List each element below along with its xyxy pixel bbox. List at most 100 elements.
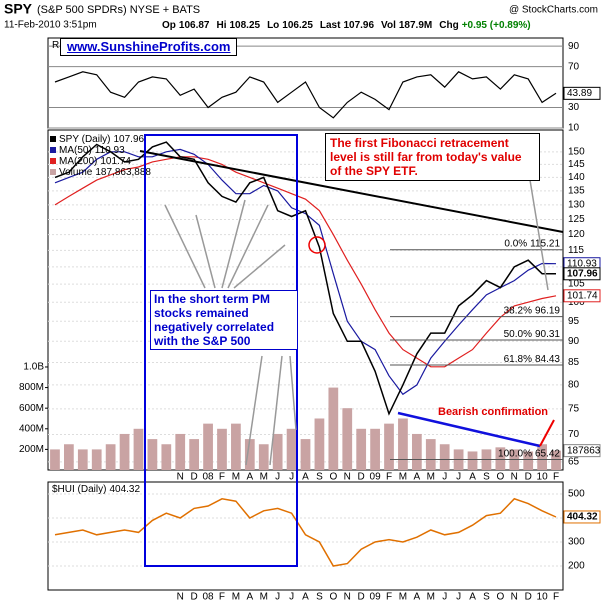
x-tick-label: 10 — [537, 592, 549, 602]
x-tick-label: M — [260, 592, 268, 602]
legend-swatch — [50, 158, 56, 164]
x-tick-label: N — [177, 592, 184, 602]
x-tick-label: J — [289, 592, 294, 602]
correlation-note: In the short term PM stocks remained neg… — [150, 290, 298, 350]
y-tick-label: 140 — [568, 172, 585, 183]
fib-label: 38.2% 96.19 — [504, 305, 561, 316]
quote-label: Last — [320, 20, 341, 31]
y-tick-label: 30 — [568, 102, 580, 113]
volume-bar — [523, 451, 534, 470]
quote-value: 107.96 — [343, 20, 374, 31]
y-tick-label: 10 — [568, 123, 580, 134]
fib-level: 50.0% — [504, 329, 532, 340]
bearish-line — [397, 411, 541, 448]
x-tick-label: N — [511, 592, 518, 602]
x-tick-label: F — [553, 472, 559, 483]
y2-tick-label: 200M — [19, 444, 44, 455]
volume-bar — [77, 449, 88, 470]
volume-bar — [398, 418, 408, 470]
volume-bar — [175, 433, 186, 470]
volume-bar — [300, 439, 311, 470]
title-value: 404.32 — [109, 484, 140, 495]
x-tick-label: D — [191, 592, 198, 602]
last-value-label: 107.96 — [567, 268, 598, 279]
legend-entry: MA(50) 110.93 — [59, 145, 125, 156]
last-value-box — [563, 510, 601, 524]
x-tick-label: 10 — [537, 472, 549, 483]
fib-note: The first Fibonacci retracement level is… — [325, 133, 540, 181]
last-value-box — [563, 289, 601, 303]
legend-name: MA(200) — [59, 156, 97, 167]
volume-bar — [551, 450, 561, 470]
annotations — [139, 134, 564, 567]
y-tick-label: 145 — [568, 159, 585, 170]
volume-bar — [203, 423, 213, 470]
legend-entry: Volume 187,863,888 — [59, 167, 151, 178]
x-tick-label: F — [553, 592, 559, 602]
x-tick-label: M — [427, 472, 435, 483]
y-tick-label: 95 — [568, 316, 580, 327]
y2-tick-label: 1.0B — [23, 362, 44, 373]
volume-bar — [286, 428, 297, 470]
x-tick-label: M — [399, 472, 407, 483]
quote-value: 106.25 — [282, 20, 313, 31]
symbol: SPY — [4, 1, 33, 17]
volume-bar — [439, 444, 450, 470]
legend-swatch — [50, 136, 56, 142]
x-tick-label: D — [191, 472, 198, 483]
source: @ StockCharts.com — [509, 5, 598, 16]
watermark: www.SunshineProfits.com — [60, 38, 238, 56]
y-tick-label: 80 — [568, 380, 580, 391]
volume-bar — [91, 449, 102, 470]
volume-bar — [342, 408, 353, 470]
x-tick-label: S — [316, 592, 323, 602]
quote-value: 187.9M — [399, 20, 432, 31]
legend-name: SPY (Daily) — [59, 134, 111, 145]
x-tick-label: N — [511, 472, 518, 483]
x-tick-label: F — [386, 592, 392, 602]
fib-label: 0.0% 115.21 — [504, 238, 560, 249]
series-line — [54, 156, 557, 368]
legend-name: MA(50) — [59, 145, 92, 156]
x-tick-label: S — [316, 472, 323, 483]
x-tick-label: D — [525, 472, 532, 483]
y2-tick-label: 800M — [19, 382, 44, 393]
trend-line — [139, 150, 564, 233]
y-tick-label: 135 — [568, 186, 585, 197]
legend-swatch — [50, 147, 56, 153]
x-tick-label: N — [344, 592, 351, 602]
y-tick-label: 150 — [568, 146, 585, 157]
highlight-circle — [308, 236, 326, 254]
y-tick-label: 70 — [568, 61, 580, 72]
series-line — [54, 148, 557, 396]
last-value-label: 110.93 — [567, 258, 597, 269]
y-tick-label: 100 — [568, 297, 585, 308]
x-tick-label: F — [219, 592, 225, 602]
volume-bar — [467, 451, 478, 470]
quote-label: Lo — [267, 20, 279, 31]
plot-layer: 10307090RSI(14)43.8943.89657075808590951… — [19, 37, 601, 602]
x-tick-label: N — [177, 472, 184, 483]
legend-entry: MA(200) 101.74 — [59, 156, 131, 167]
x-tick-label: A — [246, 592, 253, 602]
y-tick-label: 105 — [568, 279, 585, 290]
legend-value: 187,863,888 — [95, 167, 151, 178]
x-tick-label: F — [386, 472, 392, 483]
x-tick-label: 08 — [203, 592, 215, 602]
x-tick-label: D — [525, 592, 532, 602]
x-tick-label: J — [456, 592, 461, 602]
last-value-box — [563, 86, 601, 100]
y-tick-label: 90 — [568, 41, 580, 52]
x-tick-label: A — [469, 592, 476, 602]
volume-bar — [328, 387, 339, 470]
legend-name: Volume — [59, 167, 93, 178]
volume-bar — [258, 444, 269, 470]
fib-level: 100.0% — [498, 448, 532, 459]
description: (S&P 500 SPDRs) NYSE + BATS — [37, 4, 200, 16]
fib-label: 61.8% 84.43 — [504, 354, 561, 365]
fib-value: 96.19 — [535, 305, 560, 316]
y-tick-label: 115 — [568, 245, 584, 256]
x-tick-label: M — [399, 592, 407, 602]
fib-value: 115.21 — [530, 238, 560, 249]
